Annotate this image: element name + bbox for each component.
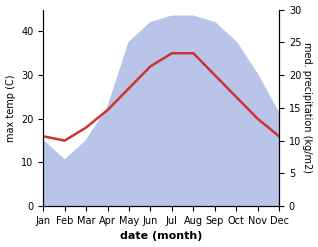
Y-axis label: med. precipitation (kg/m2): med. precipitation (kg/m2): [302, 42, 313, 173]
Y-axis label: max temp (C): max temp (C): [5, 74, 16, 142]
X-axis label: date (month): date (month): [120, 231, 202, 242]
